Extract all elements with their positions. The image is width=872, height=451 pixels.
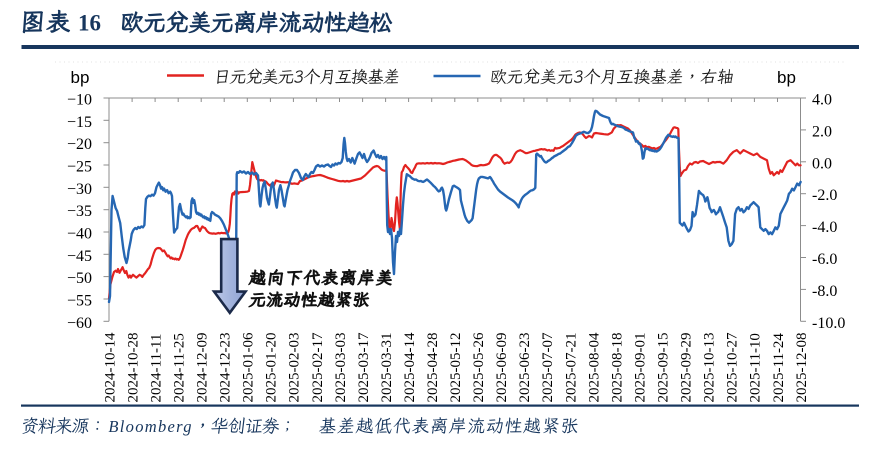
- svg-text:2025-03-03: 2025-03-03: [333, 333, 349, 403]
- svg-text:2025-09-01: 2025-09-01: [632, 333, 648, 403]
- svg-text:-2.0: -2.0: [812, 187, 837, 204]
- svg-text:2025-05-26: 2025-05-26: [471, 332, 487, 402]
- svg-text:2025-12-08: 2025-12-08: [794, 333, 810, 403]
- svg-text:−25: −25: [67, 159, 92, 176]
- svg-text:−55: −55: [67, 293, 92, 310]
- svg-text:2025-01-06: 2025-01-06: [241, 332, 257, 402]
- svg-text:16: 16: [78, 11, 101, 36]
- svg-text:−50: −50: [67, 270, 92, 287]
- svg-text:2025-06-09: 2025-06-09: [494, 333, 510, 403]
- svg-text:2025-06-23: 2025-06-23: [517, 333, 533, 403]
- svg-text:2024-11-11: 2024-11-11: [148, 334, 164, 403]
- svg-text:2024-10-14: 2024-10-14: [102, 332, 118, 402]
- svg-text:−10: −10: [67, 92, 92, 109]
- svg-text:4.0: 4.0: [812, 92, 832, 109]
- svg-text:−40: −40: [67, 226, 92, 243]
- svg-text:-4.0: -4.0: [812, 219, 837, 236]
- svg-text:2025-10-27: 2025-10-27: [725, 332, 741, 402]
- svg-text:2.0: 2.0: [812, 123, 832, 140]
- svg-text:2025-08-18: 2025-08-18: [609, 333, 625, 403]
- svg-text:-8.0: -8.0: [812, 283, 837, 300]
- svg-text:2025-07-21: 2025-07-21: [563, 333, 579, 403]
- svg-text:2025-01-20: 2025-01-20: [264, 333, 280, 403]
- svg-text:2025-09-15: 2025-09-15: [656, 333, 672, 403]
- svg-text:−15: −15: [67, 114, 92, 131]
- svg-text:bp: bp: [777, 68, 796, 87]
- svg-text:2025-02-03: 2025-02-03: [287, 333, 303, 403]
- svg-text:2025-11-24: 2025-11-24: [771, 333, 787, 403]
- svg-text:2025-04-28: 2025-04-28: [425, 333, 441, 403]
- svg-text:-10.0: -10.0: [812, 315, 845, 332]
- svg-text:2025-02-17: 2025-02-17: [310, 332, 326, 402]
- svg-text:-6.0: -6.0: [812, 251, 837, 268]
- svg-text:2024-12-09: 2024-12-09: [195, 333, 211, 403]
- svg-text:2025-11-10: 2025-11-10: [748, 333, 764, 402]
- svg-text:−60: −60: [67, 315, 92, 332]
- svg-text:2025-04-14: 2025-04-14: [402, 332, 418, 402]
- svg-text:2025-03-31: 2025-03-31: [379, 333, 395, 403]
- svg-text:2025-10-13: 2025-10-13: [702, 333, 718, 403]
- svg-text:−35: −35: [67, 203, 92, 220]
- svg-text:2024-12-23: 2024-12-23: [218, 333, 234, 403]
- svg-text:−30: −30: [67, 181, 92, 198]
- svg-text:2025-08-04: 2025-08-04: [586, 332, 602, 402]
- svg-text:2024-10-28: 2024-10-28: [125, 333, 141, 403]
- svg-text:Bloomberg: Bloomberg: [108, 417, 192, 436]
- svg-text:−20: −20: [67, 136, 92, 153]
- svg-text:0.0: 0.0: [812, 155, 832, 172]
- svg-text:bp: bp: [71, 68, 90, 87]
- svg-text:−45: −45: [67, 248, 92, 265]
- svg-text:2025-07-07: 2025-07-07: [540, 332, 556, 402]
- svg-text:2025-09-29: 2025-09-29: [679, 333, 695, 403]
- svg-text:2025-03-17: 2025-03-17: [356, 332, 372, 402]
- svg-text:2025-05-12: 2025-05-12: [448, 333, 464, 403]
- svg-text:2024-11-25: 2024-11-25: [172, 333, 188, 402]
